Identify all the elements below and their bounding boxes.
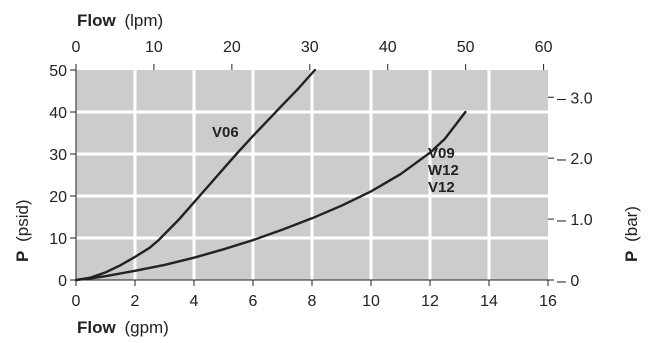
data-curves: [74, 68, 467, 282]
x-axis-title-unit: (gpm): [124, 318, 168, 337]
top-tick-label: 30: [301, 39, 319, 56]
y-axis-title-unit: (psid): [13, 199, 32, 242]
y-tick-label: 10: [49, 231, 67, 248]
axis-ticks: 0 2 4 6 8 10 12 14 16 0 10 20 30 40 50 0 10 20 30 40 50 60 – 0…: [49, 39, 592, 310]
right-tick-label: – 3.0: [557, 90, 593, 107]
x-tick-label: 14: [480, 293, 498, 310]
x-tick-label: 6: [249, 293, 258, 310]
right-axis-title-unit: (bar): [622, 206, 641, 242]
y-axis-title-bold: P: [13, 251, 32, 262]
x-tick-label: 2: [131, 293, 140, 310]
y-tick-label: 40: [49, 105, 67, 122]
top-axis-title-unit: (lpm): [124, 11, 163, 30]
x-tick-label: 10: [362, 293, 380, 310]
y-tick-label: 50: [49, 63, 67, 80]
y-tick-label: 30: [49, 147, 67, 164]
grid-lines: [76, 70, 548, 280]
x-axis-title-bold: Flow: [77, 318, 116, 337]
top-tick-label: 0: [72, 39, 81, 56]
top-axis-title: Flow (lpm): [77, 11, 163, 30]
right-tick-label: – 0: [557, 273, 579, 290]
curve-label-v09: V09: [428, 145, 455, 162]
x-tick-label: 16: [539, 293, 557, 310]
top-tick-label: 50: [457, 39, 475, 56]
series-line-1: [74, 68, 317, 282]
right-axis-title: P (bar): [622, 206, 641, 262]
series-line-2: [74, 110, 467, 282]
right-tick-label: – 1.0: [557, 212, 593, 229]
top-axis-title-bold: Flow: [77, 11, 116, 30]
y-axis-title: P (psid): [13, 199, 32, 262]
x-tick-label: 0: [72, 293, 81, 310]
x-tick-label: 4: [190, 293, 199, 310]
curve-label-v12: V12: [428, 179, 455, 196]
y-tick-label: 20: [49, 189, 67, 206]
right-tick-label: – 2.0: [557, 151, 593, 168]
top-tick-label: 40: [379, 39, 397, 56]
right-axis-title-bold: P: [622, 251, 641, 262]
x-tick-label: 12: [421, 293, 439, 310]
top-tick-label: 20: [223, 39, 241, 56]
top-tick-label: 60: [535, 39, 553, 56]
x-axis-title: Flow (gpm): [77, 318, 169, 337]
curve-label-v06: V06: [212, 124, 239, 141]
y-tick-label: 0: [58, 273, 67, 290]
top-tick-label: 10: [145, 39, 163, 56]
curve-label-w12: W12: [428, 162, 459, 179]
x-tick-label: 8: [308, 293, 317, 310]
